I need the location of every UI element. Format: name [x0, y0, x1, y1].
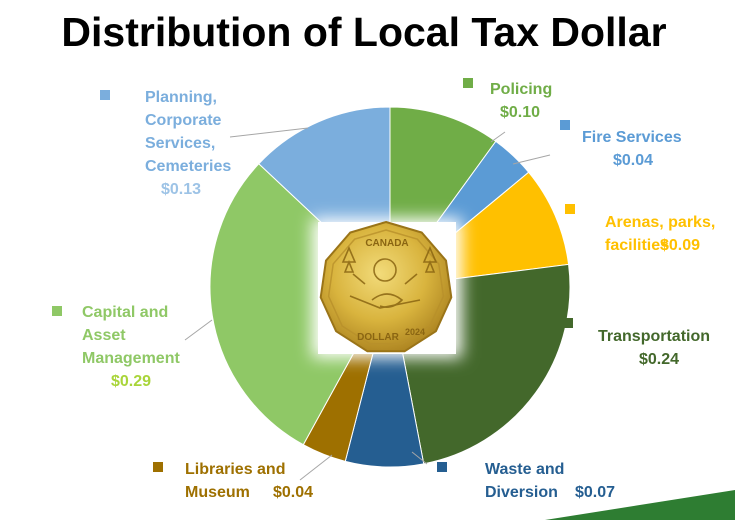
- slice-label: Arenas, parks,: [605, 214, 715, 231]
- slice-labels: Policing $0.10 Fire Services $0.04 Arenas, p…: [52, 78, 715, 501]
- slice-label: Planning,: [145, 89, 217, 106]
- leader-line: [411, 451, 428, 465]
- slice-label: Transportation: [598, 328, 710, 345]
- slice-value-label: $0.10: [500, 104, 540, 121]
- slice-label: facilities: [605, 237, 669, 254]
- legend-marker: [560, 120, 570, 130]
- slice-value-label: $0.13: [161, 181, 201, 198]
- leader-line: [490, 131, 506, 143]
- coin-bottom-text: DOLLAR: [357, 332, 399, 343]
- slice-label: Cemeteries: [145, 158, 231, 175]
- slice-label: Services,: [145, 135, 215, 152]
- slice-label: Asset: [82, 327, 126, 344]
- slice-value-label: $0.04: [613, 152, 653, 169]
- leader-line: [184, 319, 213, 341]
- legend-marker: [52, 306, 62, 316]
- legend-marker: [100, 90, 110, 100]
- leader-line: [512, 154, 551, 165]
- coin-year: 2024: [405, 327, 425, 337]
- slice-value-label: $0.24: [639, 351, 679, 368]
- legend-marker: [437, 462, 447, 472]
- slice-label: Waste and: [485, 461, 564, 478]
- slice-label: Museum: [185, 484, 250, 501]
- leader-line: [229, 127, 309, 138]
- pie-slice: [209, 163, 391, 446]
- coin-top-text: CANADA: [365, 238, 408, 249]
- loonie-coin: [319, 220, 453, 353]
- legend-marker: [463, 78, 473, 88]
- slice-label: Corporate: [145, 112, 222, 129]
- leader-lines: [184, 127, 551, 481]
- chart-title: Distribution of Local Tax Dollar: [61, 9, 666, 55]
- slice-label: Capital and: [82, 304, 168, 321]
- slice-label: Policing: [490, 81, 552, 98]
- corner-accent: [545, 490, 735, 520]
- slice-value-label: $0.29: [111, 373, 151, 390]
- slice-value-label: $0.04: [273, 484, 313, 501]
- leader-line: [299, 454, 333, 481]
- slice-value-label: $0.07: [575, 484, 615, 501]
- coin-image: CANADA DOLLAR 2024: [312, 218, 462, 358]
- slice-label: Fire Services: [582, 129, 682, 146]
- legend-marker: [565, 204, 575, 214]
- slice-label: Libraries and: [185, 461, 285, 478]
- slice-label: Diversion: [485, 484, 558, 501]
- slice-value-label: $0.09: [660, 237, 700, 254]
- legend-marker: [563, 318, 573, 328]
- slice-label: Management: [82, 350, 180, 367]
- coin-engraving: [341, 245, 438, 309]
- legend-marker: [153, 462, 163, 472]
